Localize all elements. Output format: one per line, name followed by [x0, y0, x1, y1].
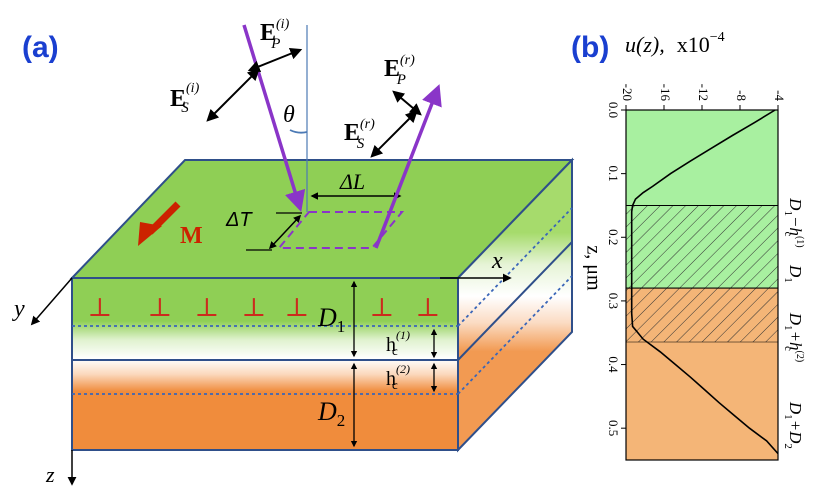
- reflected-beam: [374, 84, 442, 249]
- dislocation-symbol: ⊥: [148, 293, 172, 322]
- y-axis-label: y: [12, 296, 25, 322]
- panel-b: (b) u(z), x10−4 -20 -16 -12 -8 -4 0.0 0.1 0.2 0.3…: [571, 30, 805, 461]
- x-axis-label: x: [491, 248, 503, 274]
- y-axis-arrow: [30, 277, 73, 326]
- chart-title: u(z), x10−4: [625, 30, 725, 57]
- dislocation-symbol: ⊥: [370, 293, 394, 322]
- z-tick-label: 0.4: [606, 356, 621, 373]
- boundary-label: D1: [782, 264, 805, 283]
- reflected-es-arrow: [370, 110, 418, 158]
- z-tick-label: 0.1: [606, 166, 621, 182]
- es-incident-label: E(i) S: [170, 81, 200, 116]
- z-tick-label: 0.3: [606, 293, 621, 309]
- region-band: [626, 342, 778, 460]
- region-band: [626, 110, 778, 206]
- theta-label: θ: [283, 102, 295, 128]
- reflected-ep-arrow: [392, 90, 422, 116]
- z-axis-label: z: [45, 462, 55, 487]
- boundary-label: D1−h(1)c: [782, 197, 805, 247]
- z-axis-title: z, μm: [582, 245, 604, 291]
- es-reflected-label: E(r) S: [344, 117, 375, 152]
- d2-label: D2: [317, 397, 345, 430]
- magnetization-label: M: [180, 223, 203, 249]
- boundary-label: D1+D2: [782, 401, 805, 449]
- dislocation-symbol: ⊥: [416, 293, 440, 322]
- hc2-label: h(2) c: [386, 362, 410, 392]
- block-side-face: [457, 157, 573, 453]
- hc1-label: h(1) c: [386, 328, 410, 358]
- panel-a: ⊥ ⊥ ⊥ ⊥ ⊥ ⊥ ⊥ D1 D2 h(1) c h(2) c x: [12, 17, 575, 487]
- ep-reflected-label: E(r) P: [384, 53, 415, 88]
- x-tick-label: -20: [620, 84, 635, 101]
- chart-plot-area: -20 -16 -12 -8 -4 0.0 0.1 0.2 0.3 0.4 0.5 z, μm D1−h…: [582, 84, 805, 461]
- dislocation-symbol: ⊥: [242, 293, 266, 322]
- dislocation-symbol: ⊥: [88, 293, 112, 322]
- region-hatch: [626, 288, 778, 343]
- u-curve: [630, 288, 779, 455]
- x-tick-label: -8: [734, 90, 749, 101]
- interface-line-side: [457, 241, 573, 361]
- x-tick-label: -12: [696, 84, 711, 101]
- magnetization-arrow-icon: [138, 201, 181, 246]
- dislocation-symbol: ⊥: [195, 293, 219, 322]
- delta-t-arrow: [268, 214, 302, 250]
- d1-label: D1: [317, 303, 345, 336]
- dislocation-symbol: ⊥: [285, 293, 309, 322]
- panel-a-label: (a): [22, 31, 59, 64]
- x-tick-label: -16: [658, 84, 673, 102]
- incident-es-arrow: [206, 68, 260, 122]
- z-tick-label: 0.2: [606, 229, 621, 245]
- delta-t-label: ΔT: [225, 209, 253, 231]
- ep-incident-label: E(i) P: [260, 17, 290, 52]
- incident-ep-arrow: [247, 47, 303, 73]
- dislocation-row: ⊥ ⊥ ⊥ ⊥ ⊥ ⊥ ⊥: [88, 293, 440, 322]
- z-tick-label: 0.5: [606, 420, 621, 436]
- u-curve: [630, 109, 776, 289]
- panel-b-label: (b): [571, 31, 609, 64]
- theta-arc: [289, 129, 308, 134]
- delta-l-label: ΔL: [339, 169, 365, 194]
- boundary-label: D1+h(2)c: [782, 312, 805, 362]
- x-tick-label: -4: [772, 90, 787, 101]
- z-tick-label: 0.0: [606, 102, 621, 118]
- region-hatch: [626, 205, 778, 289]
